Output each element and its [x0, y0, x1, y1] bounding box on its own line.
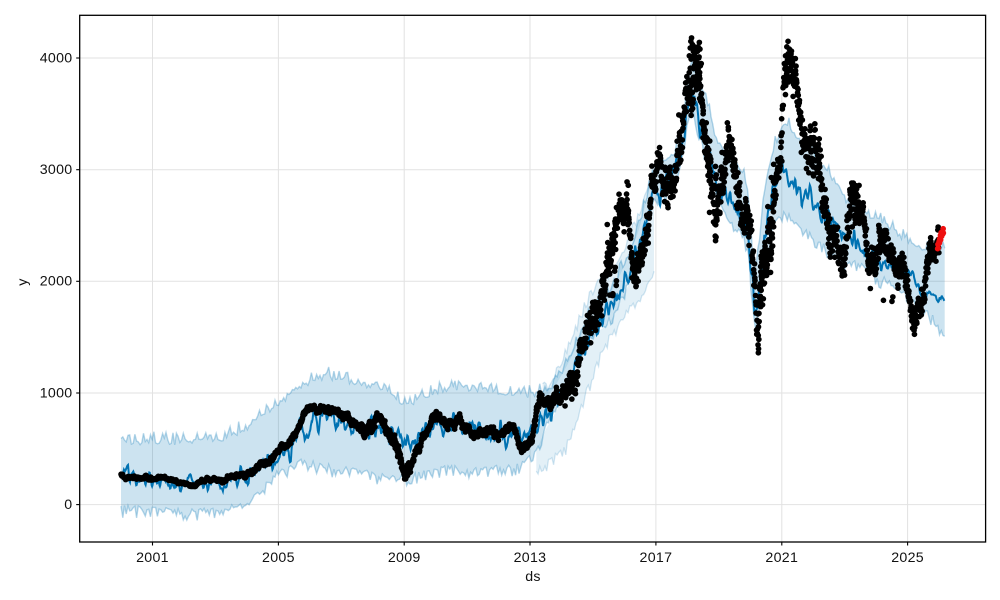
svg-text:3000: 3000	[40, 162, 73, 178]
svg-text:2001: 2001	[136, 550, 169, 566]
svg-text:4000: 4000	[40, 50, 73, 66]
svg-text:2009: 2009	[388, 550, 421, 566]
svg-text:2000: 2000	[40, 274, 73, 290]
svg-text:2021: 2021	[765, 550, 798, 566]
svg-text:2005: 2005	[262, 550, 295, 566]
svg-text:1000: 1000	[40, 385, 73, 401]
svg-text:2017: 2017	[640, 550, 673, 566]
svg-text:0: 0	[64, 497, 72, 513]
svg-text:2025: 2025	[891, 550, 924, 566]
svg-text:ds: ds	[525, 569, 541, 585]
svg-text:y: y	[15, 278, 31, 286]
svg-text:2013: 2013	[514, 550, 547, 566]
